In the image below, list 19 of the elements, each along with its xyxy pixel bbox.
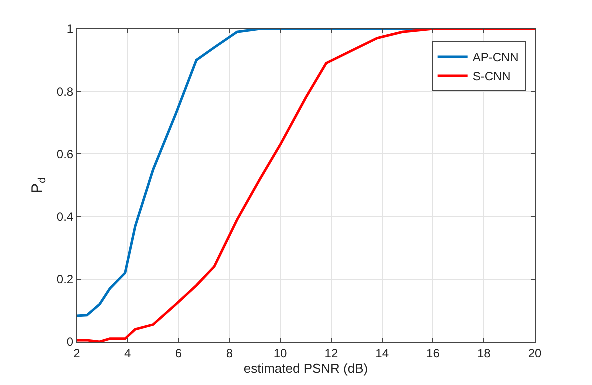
y-tick-label: 0.8 xyxy=(56,84,74,99)
x-axis-title: estimated PSNR (dB) xyxy=(244,361,368,376)
x-tick-label: 20 xyxy=(528,346,542,360)
x-tick-label: 8 xyxy=(226,346,234,360)
x-tick-label: 16 xyxy=(426,346,440,360)
legend-label: S-CNN xyxy=(472,70,511,84)
y-tick-label: 1 xyxy=(66,22,74,36)
legend-label: AP-CNN xyxy=(472,50,519,65)
y-tick-label: 0.6 xyxy=(56,147,74,162)
x-tick-label: 4 xyxy=(124,346,132,360)
x-tick-label: 2 xyxy=(74,346,81,360)
x-tick-label: 10 xyxy=(274,346,288,360)
x-tick-label: 12 xyxy=(324,346,338,360)
x-tick-label: 6 xyxy=(175,346,182,360)
y-tick-label: 0.2 xyxy=(56,272,74,287)
y-tick-label: 0 xyxy=(66,335,74,350)
x-tick-label: 14 xyxy=(376,346,390,360)
x-tick-label: 18 xyxy=(477,346,492,360)
y-tick-label: 0.4 xyxy=(56,210,74,224)
